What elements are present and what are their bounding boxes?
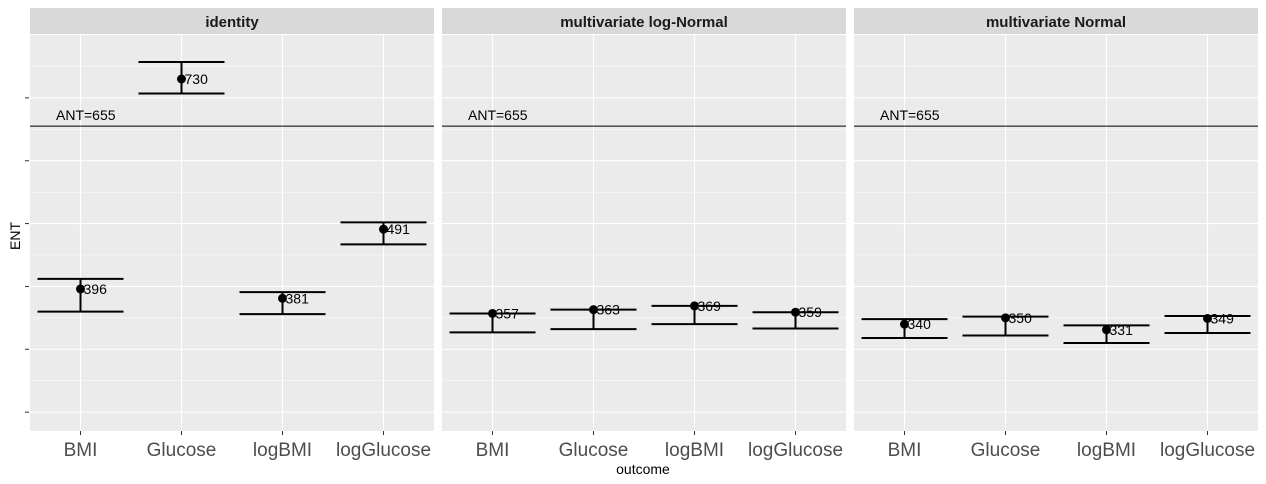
x-tick-label: BMI [888,440,922,461]
panel-background [442,35,846,431]
data-point [1203,313,1212,323]
reference-label: ANT=655 [880,107,940,123]
data-label: 369 [698,298,722,314]
facet-strip-label: identity [205,14,259,31]
x-tick-label: logBMI [665,440,724,461]
data-point [791,307,800,317]
data-label: 340 [908,316,932,332]
x-tick-label: logBMI [1077,440,1136,461]
reference-label: ANT=655 [56,107,116,123]
data-label: 730 [185,71,209,87]
x-tick-label: Glucose [559,440,629,461]
data-label: 349 [1211,310,1235,326]
data-label: 381 [286,290,310,306]
reference-label: ANT=655 [468,107,528,123]
data-label: 350 [1009,310,1033,326]
data-point [690,301,699,311]
facet-strip [854,8,1258,34]
data-label: 491 [387,221,411,237]
x-tick-label: logGlucose [1160,440,1255,461]
x-tick-label: Glucose [971,440,1041,461]
data-label: 396 [84,281,108,297]
y-axis-ticks [25,97,29,413]
x-tick-label: BMI [476,440,510,461]
x-tick-label: logBMI [253,440,312,461]
data-point [1001,313,1010,323]
panel-background [30,35,434,431]
data-point [177,74,186,84]
facet-panel: multivariate log-Normal ANT=655 357 363 369 3… [442,8,846,461]
data-point [1102,325,1111,335]
x-tick-label: logGlucose [748,440,843,461]
data-point [278,293,287,303]
facet-strip-label: multivariate Normal [986,14,1126,31]
data-point [900,319,909,329]
facet-strip [442,8,846,34]
facet-strip [30,8,434,34]
data-point [379,224,388,234]
data-label: 363 [597,302,621,318]
data-point [76,284,85,294]
x-tick-label: Glucose [147,440,217,461]
facet-panel: identity ANT=655 396 730 381 491 BMI Glucose log… [30,8,434,461]
x-tick-label: BMI [64,440,98,461]
facet-panel: multivariate Normal ANT=655 340 350 331 349 BM… [854,8,1258,461]
facet-panels: identity ANT=655 396 730 381 491 BMI Glucose log… [30,8,1258,461]
x-axis-title: outcome [616,461,670,477]
facet-strip-label: multivariate log-Normal [560,14,728,31]
data-label: 359 [799,304,823,320]
data-point [589,305,598,315]
y-axis-title: ENT [7,222,23,250]
data-label: 331 [1110,322,1134,338]
x-tick-label: logGlucose [336,440,431,461]
data-label: 357 [496,305,520,321]
panel-background [854,35,1258,431]
data-point [488,308,497,318]
